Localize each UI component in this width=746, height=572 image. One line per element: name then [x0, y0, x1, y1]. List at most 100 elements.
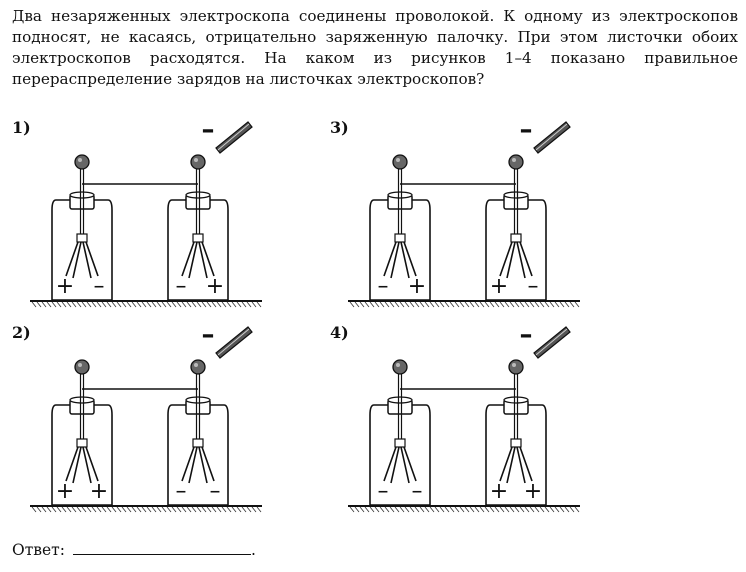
ground-hatch: [529, 506, 535, 513]
question-line-1: Два незаряженных электроскопа соединены …: [12, 7, 738, 25]
ground-hatch: [76, 301, 82, 308]
ground-hatch: [414, 301, 420, 308]
charged-stick: –: [520, 115, 571, 154]
charged-stick: –: [202, 115, 253, 154]
ground-hatch: [509, 506, 515, 513]
ground-hatch: [226, 506, 232, 513]
ground-hatch: [91, 506, 97, 513]
ground-hatch: [359, 506, 365, 513]
ground-hatch: [66, 506, 72, 513]
right-ball: [190, 359, 206, 375]
ground-hatch: [414, 506, 420, 513]
question-line-3: электроскопов расходятся. На каком из ри…: [12, 49, 738, 67]
right-ball-highlight: [194, 158, 198, 162]
left-left-charge: –: [378, 274, 389, 299]
left-stopper-top: [69, 396, 95, 404]
right-left-charge: +: [490, 274, 508, 299]
question-text: Два незаряженных электроскопа соединены …: [12, 6, 738, 90]
ground-hatch: [176, 506, 182, 513]
left-left-leaf: [383, 241, 400, 279]
ground-hatch: [354, 506, 360, 513]
ground-hatch: [31, 506, 37, 513]
stick-body: [215, 121, 253, 154]
left-ball: [74, 359, 90, 375]
question-line-2: подносят, не касаясь, отрицательно заряж…: [12, 28, 738, 46]
left-electroscope: – –: [369, 359, 431, 506]
left-left-charge: +: [56, 274, 74, 299]
ground-hatch: [359, 301, 365, 308]
ground-hatch: [569, 301, 575, 308]
ground-hatch: [121, 506, 127, 513]
left-right-leaf: [82, 241, 99, 279]
ground-hatch: [86, 506, 92, 513]
ground-hatch: [449, 506, 455, 513]
ground-hatch: [369, 506, 375, 513]
ground-hatch: [81, 301, 87, 308]
ground-hatch: [574, 301, 580, 308]
answer-input-line[interactable]: [72, 540, 251, 555]
ground-hatch: [429, 301, 435, 308]
ground-hatch: [484, 506, 490, 513]
ground-hatch: [459, 506, 465, 513]
ground-hatch: [459, 301, 465, 308]
ground-hatch: [156, 506, 162, 513]
ground-hatch: [389, 506, 395, 513]
ground-hatch: [439, 301, 445, 308]
ground-hatch: [444, 301, 450, 308]
ground-hatch: [166, 506, 172, 513]
ground-hatch: [241, 301, 247, 308]
ground-hatch: [56, 506, 62, 513]
ground-hatch: [544, 301, 550, 308]
ground-hatch: [384, 506, 390, 513]
ground-hatch: [126, 301, 132, 308]
ground-hatch: [161, 301, 167, 308]
ground-hatch: [251, 301, 257, 308]
ground-hatch: [434, 506, 440, 513]
right-electroscope: + –: [485, 154, 547, 301]
ground-hatch: [221, 301, 227, 308]
ground-hatch: [231, 301, 237, 308]
ground-hatch: [221, 506, 227, 513]
ground-hatch: [464, 506, 470, 513]
ground-hatch: [171, 301, 177, 308]
right-leaf-holder: [192, 233, 204, 243]
ground-hatch: [544, 506, 550, 513]
left-right-leaf: [400, 446, 417, 484]
ground: [348, 505, 580, 513]
ground-hatch: [499, 506, 505, 513]
ground-hatch: [429, 506, 435, 513]
right-right-leaf: [198, 241, 215, 279]
stick-highlight: [217, 123, 250, 151]
ground-hatch: [409, 506, 415, 513]
ground-hatch: [116, 506, 122, 513]
ground-hatch: [186, 506, 192, 513]
ground-hatch: [384, 301, 390, 308]
ground-hatch: [216, 506, 222, 513]
ground-hatch: [206, 506, 212, 513]
ground-hatch: [394, 506, 400, 513]
ground-hatch: [364, 506, 370, 513]
ground-hatch: [354, 301, 360, 308]
ground-hatch: [534, 301, 540, 308]
ground-hatch: [96, 506, 102, 513]
ground-hatch: [489, 506, 495, 513]
left-left-leaf: [65, 446, 82, 484]
ground-hatch: [31, 301, 37, 308]
left-left-charge: +: [56, 479, 74, 504]
ground-hatch: [151, 301, 157, 308]
ground-hatch: [121, 301, 127, 308]
ground-hatch: [186, 301, 192, 308]
ground-hatch: [101, 506, 107, 513]
ground-hatch: [404, 506, 410, 513]
ground-hatch: [166, 301, 172, 308]
left-left-leaf: [383, 446, 400, 484]
stick-highlight: [535, 328, 568, 356]
stick-charge-sign: –: [202, 320, 215, 350]
ground-hatch: [479, 301, 485, 308]
ground-hatch: [106, 301, 112, 308]
ground-hatch: [181, 301, 187, 308]
ground-hatch: [211, 301, 217, 308]
ground-hatch: [141, 301, 147, 308]
ground-hatch: [439, 506, 445, 513]
ground-hatch: [156, 301, 162, 308]
